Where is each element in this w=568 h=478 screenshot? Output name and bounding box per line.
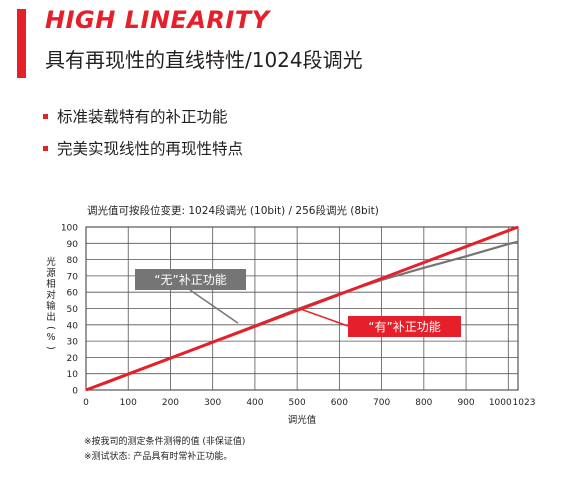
- y-tick-label: 70: [67, 272, 79, 282]
- y-tick-label: 50: [67, 305, 79, 315]
- x-axis-label: 调光值: [288, 414, 317, 426]
- y-axis-label-char: 相: [46, 278, 56, 290]
- feature-text: 完美实现线性的再现性特点: [57, 140, 244, 158]
- bullet-marker: [43, 146, 48, 151]
- y-axis-label-char: 对: [46, 289, 56, 301]
- y-tick-label: 60: [67, 289, 79, 299]
- chart-callouts: “无”补正功能 “有”补正功能: [135, 269, 461, 337]
- x-tick-label: 0: [83, 398, 89, 408]
- x-tick-label: 600: [331, 398, 348, 408]
- y-axis-label-char: %: [46, 332, 55, 343]
- y-tick-label: 30: [67, 338, 79, 348]
- series-line-with-correction: [85, 225, 519, 392]
- x-tick-label: 700: [373, 398, 390, 408]
- y-tick-label: 10: [67, 370, 79, 380]
- x-tick-labels: 0 100 200 300 400 500 600 700 800 900 1000 1023: [83, 398, 535, 408]
- x-tick-label: 1000: [489, 398, 512, 408]
- callout-with-correction-box: [348, 316, 461, 337]
- feature-text: 标准装载特有的补正功能: [57, 108, 228, 126]
- y-axis-label-char: 出: [46, 311, 56, 323]
- page-subtitle: 具有再现性的直线特性/1024段调光: [45, 48, 363, 72]
- x-tick-label: 1023: [513, 398, 536, 408]
- y-axis-label-char: 源: [46, 268, 56, 279]
- y-axis-label-char: ): [45, 346, 56, 350]
- y-axis-label-char: (: [45, 326, 56, 330]
- y-tick-label: 80: [67, 256, 79, 266]
- feature-list: 标准装载特有的补正功能 完美实现线性的再现性特点: [43, 106, 243, 170]
- y-tick-label: 20: [67, 354, 79, 364]
- feature-item: 完美实现线性的再现性特点: [43, 138, 243, 170]
- x-tick-label: 800: [415, 398, 432, 408]
- x-tick-label: 300: [204, 398, 221, 408]
- y-tick-label: 0: [72, 387, 78, 397]
- y-tick-label: 90: [67, 240, 79, 250]
- footnote: ※按我司的测定条件测得的值 (非保证值): [84, 437, 246, 447]
- callout-with-correction-leader: [301, 308, 349, 327]
- callout-no-correction-box: [135, 269, 246, 290]
- footnote: ※测试状态: 产品具有时常补正功能。: [84, 452, 233, 462]
- x-tick-label: 100: [120, 398, 137, 408]
- x-tick-label: 500: [289, 398, 306, 408]
- accent-bar: [17, 9, 26, 78]
- y-axis-label-char: 输: [46, 300, 56, 312]
- x-tick-label: 900: [457, 398, 474, 408]
- chart-title: 调光值可按段位变更: 1024段调光 (10bit) / 256段调光 (8bi…: [87, 204, 379, 217]
- callout-no-correction-text: “无”补正功能: [154, 273, 226, 287]
- y-tick-labels: 0 10 20 30 40 50 60 70 80 90 100: [61, 224, 78, 397]
- chart-series: [85, 225, 519, 392]
- y-tick-label: 100: [61, 224, 78, 234]
- callout-with-correction-text: “有”补正功能: [368, 320, 440, 334]
- feature-item: 标准装载特有的补正功能: [43, 106, 243, 138]
- bullet-marker: [43, 114, 48, 119]
- y-tick-label: 40: [67, 321, 79, 331]
- callout-no-correction-leader: [189, 289, 239, 324]
- page-title: HIGH LINEARITY: [45, 6, 270, 34]
- x-tick-label: 200: [162, 398, 179, 408]
- footnotes: ※按我司的测定条件测得的值 (非保证值) ※测试状态: 产品具有时常补正功能。: [84, 435, 245, 465]
- y-axis-label-char: 光: [46, 256, 56, 268]
- x-tick-label: 400: [246, 398, 263, 408]
